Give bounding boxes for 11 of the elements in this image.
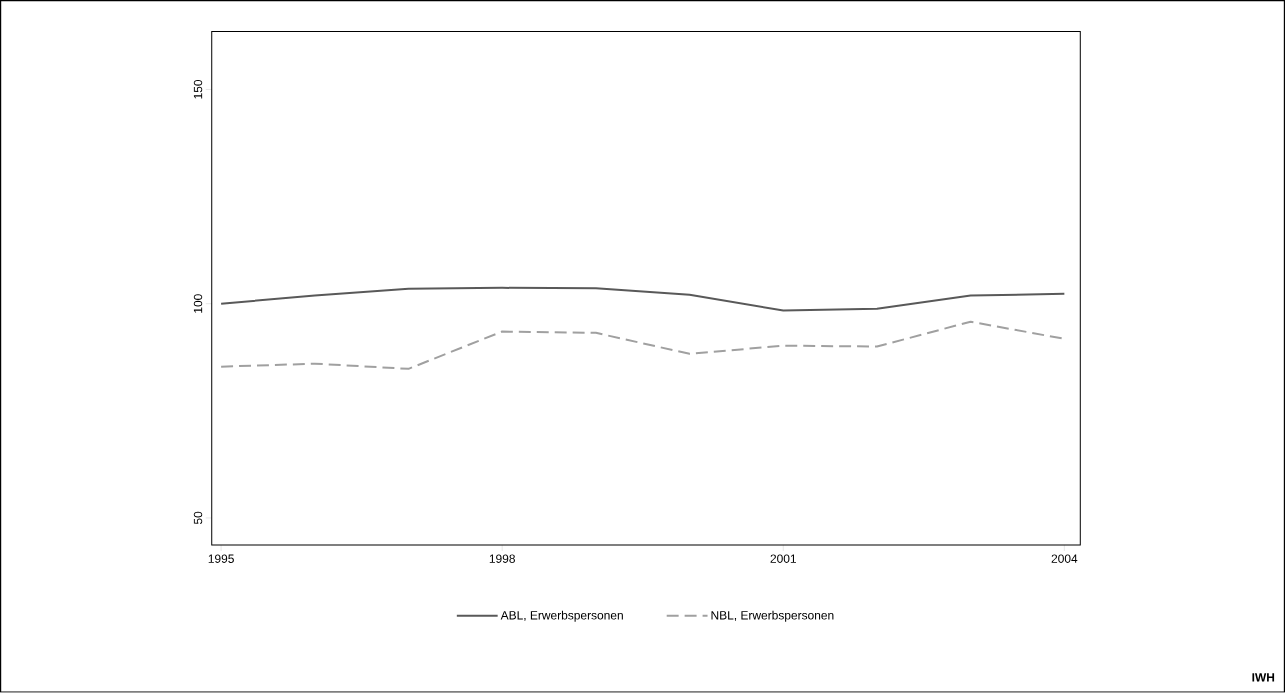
y-tick-label: 100 xyxy=(193,294,203,313)
legend-label: ABL, Erwerbspersonen xyxy=(500,610,623,623)
x-tick-label: 1995 xyxy=(208,554,234,564)
x-tick-label: 2004 xyxy=(1051,554,1078,564)
x-tick-label: 2001 xyxy=(770,554,796,564)
y-tick-label: 50 xyxy=(193,511,203,525)
y-tick-label: 150 xyxy=(193,80,203,99)
line-series xyxy=(220,287,1066,312)
x-tick-label: 1998 xyxy=(489,554,515,564)
legend-label: NBL, Erwerbspersonen xyxy=(711,610,834,623)
text: IWH xyxy=(1252,673,1275,682)
